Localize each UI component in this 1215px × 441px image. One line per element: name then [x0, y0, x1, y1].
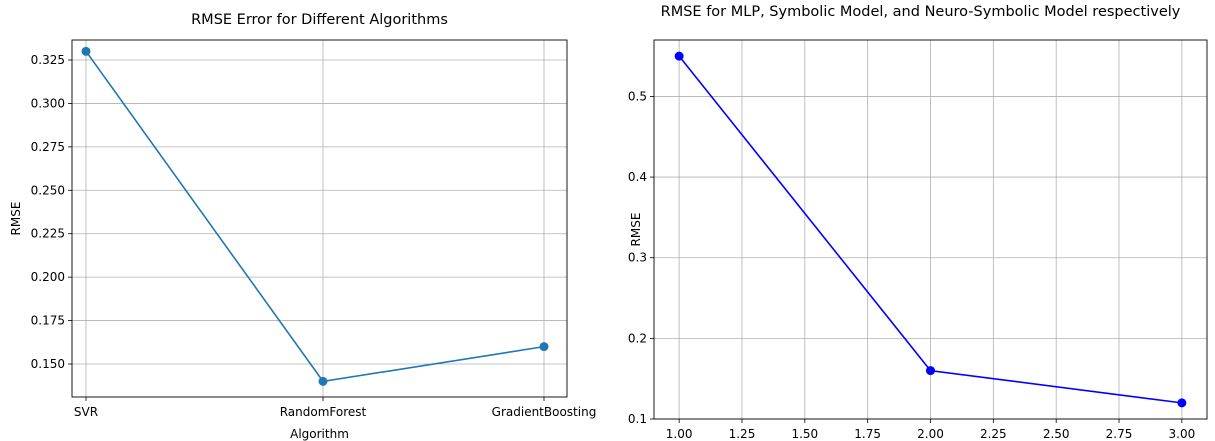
x-tick-label: 2.50: [1043, 427, 1070, 441]
chart-2: 0.1 0.2 0.3 0.4 0.5 1.00 1.25 1.50 1.75 2.00 2.25 2…: [628, 4, 1208, 441]
y-tick-label: 0.275: [31, 140, 65, 154]
y-tick-label: 0.1: [628, 412, 647, 426]
y-tick-label: 0.2: [628, 331, 647, 345]
y-tick-label: 0.5: [628, 89, 647, 103]
y-tick-label: 0.150: [31, 357, 65, 371]
x-tick-label: 1.00: [666, 427, 693, 441]
x-tick-label: 3.00: [1169, 427, 1196, 441]
x-tick-label: SVR: [74, 405, 98, 419]
data-point: [81, 46, 91, 56]
x-tick-label: GradientBoosting: [492, 405, 597, 419]
y-tick-label: 0.300: [31, 96, 65, 110]
y-axis-label: RMSE: [629, 213, 643, 247]
y-tick-label: 0.200: [31, 270, 65, 284]
chart-title: RMSE Error for Different Algorithms: [191, 12, 448, 28]
data-point: [926, 366, 935, 376]
series-line: [85, 50, 545, 383]
chart-title: RMSE for MLP, Symbolic Model, and Neuro-…: [661, 4, 1181, 20]
y-tick-label: 0.225: [31, 227, 65, 241]
x-axis-label: Algorithm: [290, 427, 349, 441]
x-tick-label: 1.25: [729, 427, 756, 441]
x-tick-label: 2.25: [980, 427, 1007, 441]
y-tick-label: 0.3: [628, 251, 647, 265]
x-tick-label: 2.00: [917, 427, 944, 441]
plot-frame: [71, 39, 568, 398]
data-point: [674, 51, 684, 61]
y-tick-label: 0.175: [31, 314, 65, 328]
y-tick-label: 0.4: [628, 170, 647, 184]
x-tick-label: 1.75: [854, 427, 881, 441]
y-tick-label: 0.325: [31, 53, 65, 67]
x-tick-label: 2.75: [1106, 427, 1133, 441]
x-tick-label: 1.50: [791, 427, 818, 441]
y-tick-label: 0.250: [31, 183, 65, 197]
y-axis-label: RMSE: [9, 202, 23, 236]
x-tick-label: RandomForest: [280, 405, 367, 419]
data-point: [318, 376, 328, 386]
data-point: [539, 342, 549, 352]
chart-1: 0.150 0.175 0.200 0.225 0.250 0.275 0.300 0.325…: [9, 12, 596, 441]
data-point: [1177, 398, 1187, 408]
